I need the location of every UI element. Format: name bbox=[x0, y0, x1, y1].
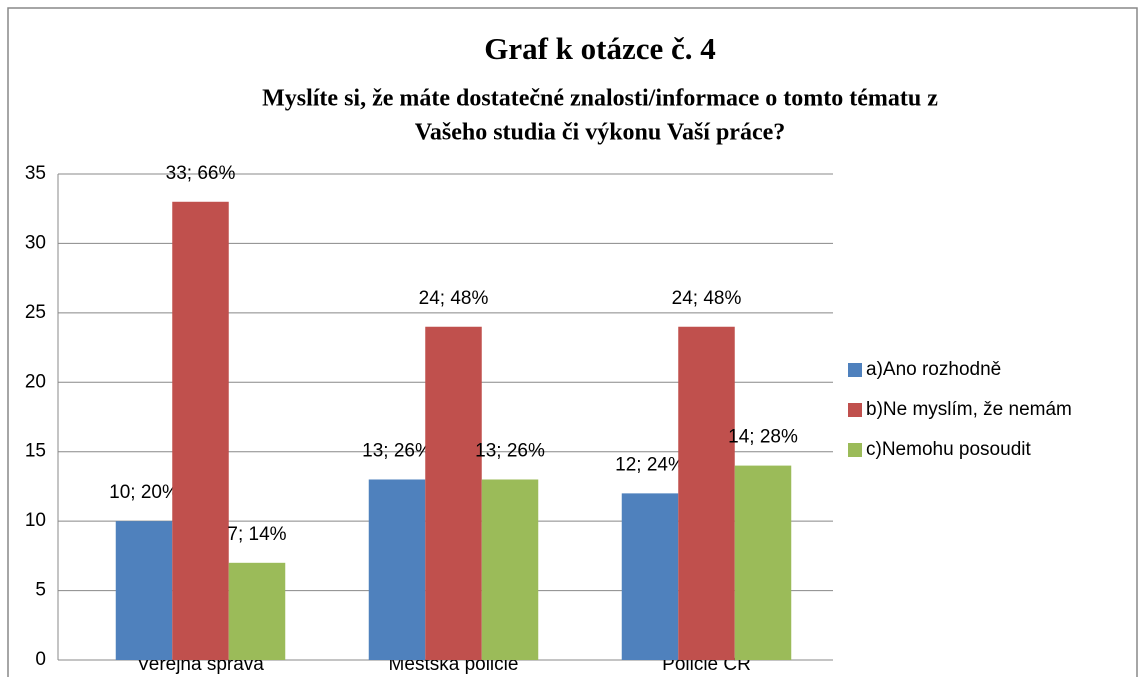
legend-swatch bbox=[848, 403, 862, 417]
legend-swatch bbox=[848, 443, 862, 457]
legend-label: a)Ano rozhodně bbox=[866, 359, 1001, 380]
y-tick-label: 5 bbox=[35, 580, 46, 601]
data-label: 13; 26% bbox=[362, 441, 432, 462]
legend-label: c)Nemohu posoudit bbox=[866, 439, 1031, 460]
y-tick-label: 10 bbox=[25, 510, 46, 531]
bar bbox=[228, 562, 286, 660]
data-label: 24; 48% bbox=[419, 288, 489, 309]
bar bbox=[172, 201, 229, 660]
chart-subtitle: Vašeho studia či výkonu Vaší práce? bbox=[415, 120, 786, 146]
bar bbox=[734, 465, 792, 660]
y-tick-label: 35 bbox=[25, 163, 46, 184]
bar bbox=[368, 479, 426, 660]
data-label: 13; 26% bbox=[475, 441, 545, 462]
data-label: 33; 66% bbox=[166, 163, 236, 184]
chart-title: Graf k otázce č. 4 bbox=[484, 31, 716, 66]
bar bbox=[481, 479, 539, 660]
legend-swatch bbox=[848, 363, 862, 377]
legend-label: b)Ne myslím, že nemám bbox=[866, 399, 1072, 420]
bar bbox=[678, 326, 735, 660]
chart-subtitle: Myslíte si, že máte dostatečné znalosti/… bbox=[262, 86, 938, 112]
y-tick-label: 20 bbox=[25, 371, 46, 392]
y-tick-label: 25 bbox=[25, 302, 46, 323]
bar bbox=[621, 493, 679, 660]
data-label: 7; 14% bbox=[227, 524, 286, 545]
data-label: 24; 48% bbox=[672, 288, 742, 309]
data-label: 10; 20% bbox=[109, 482, 179, 503]
bar bbox=[115, 521, 173, 660]
y-tick-label: 0 bbox=[35, 649, 46, 670]
data-label: 14; 28% bbox=[728, 427, 798, 448]
data-label: 12; 24% bbox=[615, 454, 685, 475]
y-tick-label: 30 bbox=[25, 232, 46, 253]
bar bbox=[425, 326, 482, 660]
y-tick-label: 15 bbox=[25, 441, 46, 462]
